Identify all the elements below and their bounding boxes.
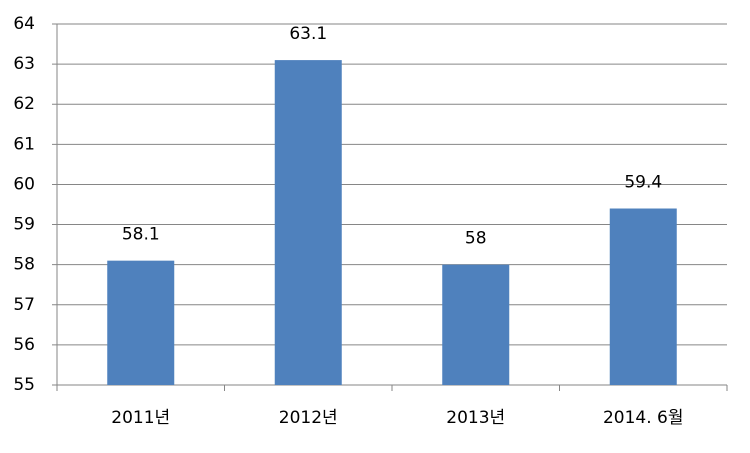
y-tick-label: 61 xyxy=(13,134,35,154)
bar xyxy=(442,264,510,385)
y-tick-label: 64 xyxy=(13,14,35,34)
y-tick-label: 63 xyxy=(13,54,35,74)
bar xyxy=(609,208,677,385)
x-tick-label: 2011년 xyxy=(111,408,170,428)
x-tick-label: 2014. 6월 xyxy=(603,408,684,428)
y-tick-label: 62 xyxy=(13,94,35,114)
y-tick-label: 56 xyxy=(13,335,35,355)
y-tick-label: 57 xyxy=(13,295,35,315)
y-tick-label: 58 xyxy=(13,255,35,275)
bar xyxy=(274,60,342,385)
data-label: 58.1 xyxy=(122,225,160,245)
y-tick-label: 55 xyxy=(13,375,35,395)
y-tick-label: 59 xyxy=(13,215,35,235)
x-tick-label: 2012년 xyxy=(279,408,338,428)
y-tick-label: 60 xyxy=(13,174,35,194)
data-label: 59.4 xyxy=(624,173,662,193)
x-tick-label: 2013년 xyxy=(446,408,505,428)
data-label: 63.1 xyxy=(289,24,327,44)
bar xyxy=(107,260,175,385)
data-label: 58 xyxy=(465,229,487,249)
